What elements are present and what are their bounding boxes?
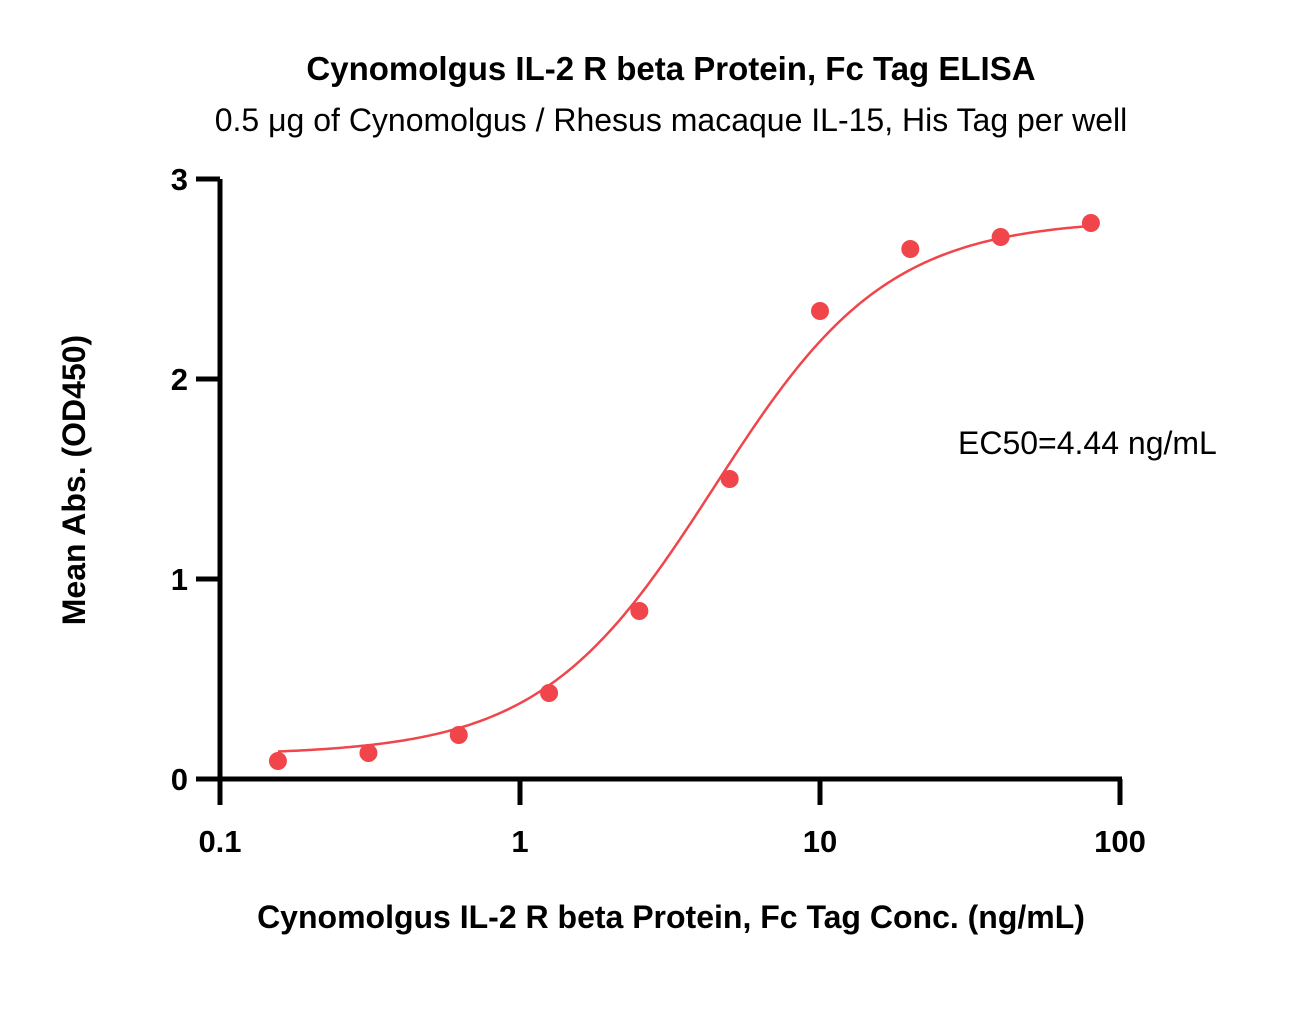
- y-tick-label: 3: [171, 162, 188, 197]
- data-point: [268, 752, 287, 770]
- y-ticks: 0 1 2 3: [171, 162, 220, 797]
- x-axis-label: Cynomolgus IL-2 R beta Protein, Fc Tag C…: [257, 899, 1085, 935]
- data-point: [630, 602, 649, 620]
- data-point: [540, 684, 559, 702]
- y-tick-label: 2: [171, 362, 188, 397]
- fit-curve: [277, 224, 1092, 753]
- chart-subtitle: 0.5 μg of Cynomolgus / Rhesus macaque IL…: [215, 102, 1128, 138]
- ec50-annotation: EC50=4.44 ng/mL: [958, 425, 1217, 461]
- data-points: [268, 214, 1100, 770]
- data-point: [359, 744, 378, 762]
- x-tick-label: 0.1: [198, 824, 241, 859]
- axes: [217, 179, 1122, 782]
- data-point: [720, 470, 739, 488]
- x-tick-label: 1: [511, 824, 528, 859]
- x-tick-label: 10: [803, 824, 837, 859]
- x-tick-label: 100: [1094, 824, 1146, 859]
- x-ticks: 0.1 1 10 100: [198, 779, 1146, 859]
- y-axis-label: Mean Abs. (OD450): [56, 335, 92, 625]
- data-point: [1081, 214, 1100, 232]
- y-tick-label: 0: [171, 762, 188, 797]
- data-point: [991, 228, 1010, 246]
- data-point: [449, 726, 468, 744]
- data-point: [901, 240, 920, 258]
- data-point: [811, 302, 829, 320]
- y-tick-label: 1: [171, 562, 188, 597]
- chart-title: Cynomolgus IL-2 R beta Protein, Fc Tag E…: [306, 50, 1035, 87]
